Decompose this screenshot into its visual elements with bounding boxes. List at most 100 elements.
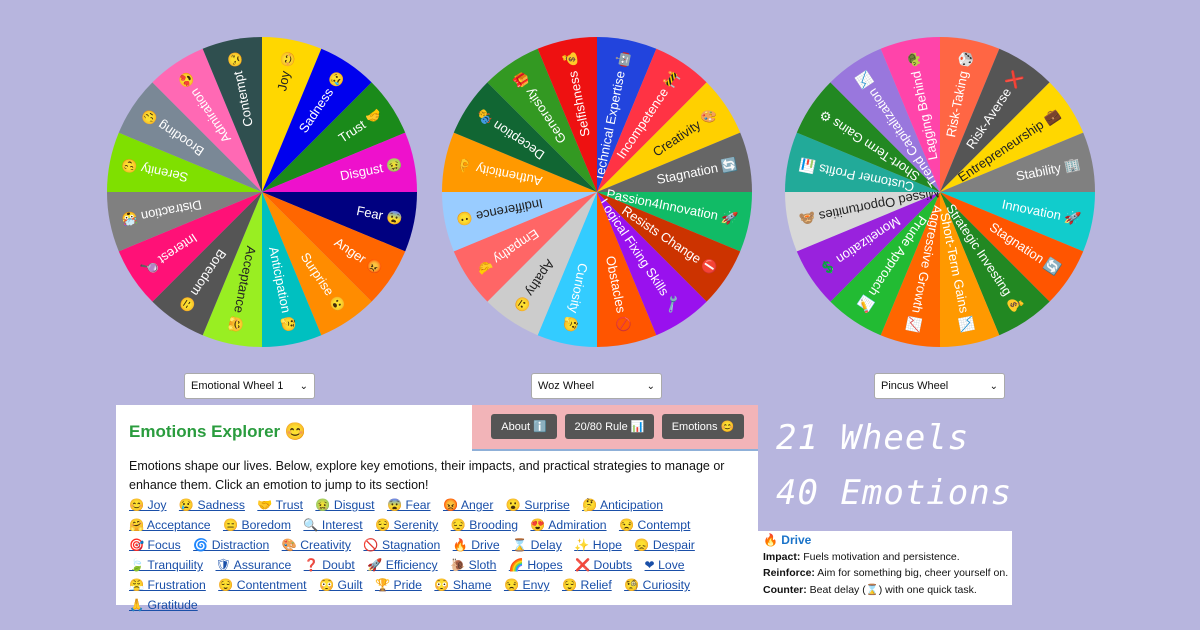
wheel-segment[interactable] bbox=[262, 82, 406, 192]
wheel-segment[interactable] bbox=[830, 192, 940, 336]
wheel-segment[interactable] bbox=[118, 82, 262, 192]
wheel-segment[interactable] bbox=[152, 192, 262, 336]
wheel-segment[interactable] bbox=[487, 48, 597, 192]
emotion-link[interactable]: 😊 Joy bbox=[129, 498, 167, 512]
wheel-segment[interactable] bbox=[597, 132, 752, 192]
emotion-link[interactable]: 🧐 Curiosity bbox=[624, 578, 691, 592]
wheel-segment[interactable] bbox=[940, 82, 1084, 192]
wheel-segment[interactable] bbox=[152, 48, 262, 192]
wheel-segment[interactable] bbox=[940, 192, 1000, 347]
wheel-segment[interactable] bbox=[262, 192, 417, 252]
emotion-link[interactable]: ✨ Hope bbox=[574, 538, 622, 552]
wheel-segment[interactable] bbox=[453, 192, 597, 302]
emotion-link[interactable]: 🎨 Creativity bbox=[281, 538, 352, 552]
wheel-segment[interactable] bbox=[537, 37, 597, 192]
emotion-link[interactable]: 🌀 Distraction bbox=[193, 538, 270, 552]
emotion-link[interactable]: 😒 Contempt bbox=[618, 518, 691, 532]
wheel-segment[interactable] bbox=[597, 192, 752, 252]
wheel-segment[interactable] bbox=[830, 48, 940, 192]
wheel-segment[interactable] bbox=[262, 192, 372, 336]
wheel-segment[interactable] bbox=[940, 192, 1095, 252]
emotion-link[interactable]: 😢 Sadness bbox=[178, 498, 245, 512]
emotion-link[interactable]: 😔 Brooding bbox=[450, 518, 519, 532]
wheel-segment[interactable] bbox=[118, 192, 262, 302]
emotion-link[interactable]: 🌈 Hopes bbox=[508, 558, 563, 572]
emotion-link[interactable]: 🤝 Trust bbox=[257, 498, 303, 512]
emotion-link[interactable]: 😞 Despair bbox=[634, 538, 695, 552]
wheel-segment[interactable] bbox=[940, 192, 1050, 336]
wheel-segment[interactable] bbox=[107, 132, 262, 192]
tab-20-80-rule[interactable]: 20/80 Rule 📊 bbox=[565, 414, 654, 439]
emotion-link[interactable]: 🏆 Pride bbox=[374, 578, 422, 592]
wheel-segment[interactable] bbox=[785, 132, 940, 192]
emotion-link[interactable]: 🛡 Assurance bbox=[215, 558, 292, 572]
wheel-segment[interactable] bbox=[262, 48, 372, 192]
wheel-segment[interactable] bbox=[597, 37, 657, 192]
wheel-svg[interactable]: Technical Expertise 🤖Incompetence 🚧Creat… bbox=[427, 22, 767, 362]
emotion-link[interactable]: 🚫 Stagnation bbox=[363, 538, 441, 552]
wheel-segment[interactable] bbox=[597, 192, 657, 347]
emotion-link[interactable]: ❓ Doubt bbox=[303, 558, 355, 572]
emotion-link[interactable]: ❌ Doubts bbox=[574, 558, 633, 572]
wheel-segment[interactable] bbox=[537, 192, 597, 347]
emotion-link[interactable]: 😌 Relief bbox=[561, 578, 612, 592]
emotion-link[interactable]: 🔍 Interest bbox=[303, 518, 363, 532]
wheel-segment[interactable] bbox=[597, 192, 707, 336]
emotion-link[interactable]: 😨 Fear bbox=[386, 498, 431, 512]
wheel-segment[interactable] bbox=[262, 192, 322, 347]
emotion-link[interactable]: ❤ Love bbox=[644, 558, 685, 572]
emotion-link[interactable]: 🙏 Gratitude bbox=[129, 598, 198, 612]
emotion-link[interactable]: 😌 Serenity bbox=[374, 518, 439, 532]
emotional-wheel-select[interactable]: Emotional Wheel 1 ⌄ bbox=[184, 373, 315, 399]
emotion-link[interactable]: 😤 Frustration bbox=[129, 578, 206, 592]
tab-about[interactable]: About ℹ️ bbox=[491, 414, 557, 439]
pincus-wheel-select[interactable]: Pincus Wheel ⌄ bbox=[874, 373, 1005, 399]
wheel-segment[interactable] bbox=[940, 37, 1000, 192]
pincus-wheel[interactable]: Risk-Taking 🎲 Risk-Averse ❌ Entrepreneursh… bbox=[770, 22, 1110, 362]
emotion-link[interactable]: ⌛ Delay bbox=[512, 538, 562, 552]
wheel-segment[interactable] bbox=[442, 132, 597, 192]
woz-wheel-select[interactable]: Woz Wheel ⌄ bbox=[531, 373, 662, 399]
wheel-segment[interactable] bbox=[202, 37, 262, 192]
emotion-link[interactable]: 🤗 Acceptance bbox=[129, 518, 211, 532]
wheel-segment[interactable] bbox=[880, 192, 940, 347]
wheel-segment[interactable] bbox=[202, 192, 262, 347]
woz-wheel[interactable]: Technical Expertise 🤖 Incompetence 🚧 Creat… bbox=[427, 22, 767, 362]
emotion-link[interactable]: 🚀 Efficiency bbox=[367, 558, 438, 572]
wheel-segment[interactable] bbox=[262, 37, 322, 192]
wheel-segment[interactable] bbox=[262, 192, 406, 302]
wheel-svg[interactable]: Joy 😊Sadness 😢Trust 🤝Disgust 🤢Fear 😨Ange… bbox=[92, 22, 432, 362]
emotion-link[interactable]: 🐌 Sloth bbox=[450, 558, 497, 572]
emotion-link[interactable]: 😳 Guilt bbox=[318, 578, 363, 592]
emotion-link[interactable]: 😌 Contentment bbox=[218, 578, 307, 592]
wheel-segment[interactable] bbox=[940, 132, 1095, 192]
emotion-link[interactable]: 🤔 Anticipation bbox=[582, 498, 664, 512]
emotion-link[interactable]: 🍃 Tranquility bbox=[129, 558, 204, 572]
emotion-link[interactable]: 😍 Admiration bbox=[530, 518, 607, 532]
emotion-link[interactable]: 😳 Shame bbox=[434, 578, 492, 592]
wheel-segment[interactable] bbox=[262, 132, 417, 192]
emotion-link[interactable]: 😒 Envy bbox=[503, 578, 550, 592]
wheel-segment[interactable] bbox=[880, 37, 940, 192]
emotion-link[interactable]: 🤢 Disgust bbox=[315, 498, 375, 512]
emotional-wheel[interactable]: Joy 😊 Sadness 😢 Trust 🤝 Disgust 🤢 Fear 😨 Ange… bbox=[92, 22, 432, 362]
wheel-svg[interactable]: Risk-Taking 🎲Risk-Averse ❌Entrepreneursh… bbox=[770, 22, 1110, 362]
emotion-link[interactable]: 😡 Anger bbox=[442, 498, 494, 512]
emotion-link[interactable]: 😮 Surprise bbox=[505, 498, 570, 512]
wheel-segment[interactable] bbox=[597, 192, 741, 302]
emotion-link[interactable]: 🎯 Focus bbox=[129, 538, 181, 552]
wheel-segment[interactable] bbox=[796, 192, 940, 302]
wheel-segment[interactable] bbox=[597, 48, 707, 192]
wheel-segment[interactable] bbox=[442, 192, 597, 252]
wheel-segment[interactable] bbox=[597, 82, 741, 192]
wheel-segment[interactable] bbox=[487, 192, 597, 336]
wheel-segment[interactable] bbox=[940, 192, 1084, 302]
wheel-segment[interactable] bbox=[796, 82, 940, 192]
wheel-segment[interactable] bbox=[107, 192, 262, 252]
wheel-segment[interactable] bbox=[453, 82, 597, 192]
emotion-link[interactable]: 🔥 Drive bbox=[452, 538, 500, 552]
wheel-segment[interactable] bbox=[940, 48, 1050, 192]
emotion-link[interactable]: 😑 Boredom bbox=[222, 518, 291, 532]
tab-emotions[interactable]: Emotions 😊 bbox=[662, 414, 744, 439]
wheel-segment[interactable] bbox=[785, 192, 940, 252]
